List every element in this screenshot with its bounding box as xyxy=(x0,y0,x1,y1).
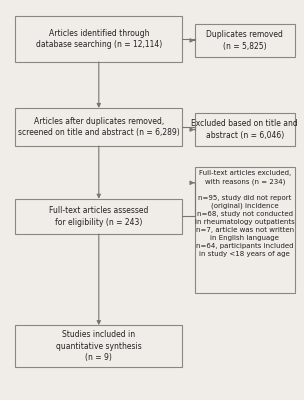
FancyBboxPatch shape xyxy=(195,24,295,57)
Text: Studies included in
quantitative synthesis
(n = 9): Studies included in quantitative synthes… xyxy=(56,330,142,362)
FancyBboxPatch shape xyxy=(195,167,295,293)
FancyBboxPatch shape xyxy=(15,108,182,146)
FancyBboxPatch shape xyxy=(15,199,182,234)
Text: Full-text articles assessed
for eligibility (n = 243): Full-text articles assessed for eligibil… xyxy=(49,206,148,227)
Text: Duplicates removed
(n = 5,825): Duplicates removed (n = 5,825) xyxy=(206,30,283,51)
FancyBboxPatch shape xyxy=(15,16,182,62)
Text: Articles after duplicates removed,
screened on title and abstract (n = 6,289): Articles after duplicates removed, scree… xyxy=(18,117,180,137)
FancyBboxPatch shape xyxy=(15,325,182,367)
Text: Full-text articles excluded,
with reasons (n = 234)

n=95, study did not report
: Full-text articles excluded, with reason… xyxy=(195,170,295,257)
Text: Excluded based on title and
abstract (n = 6,046): Excluded based on title and abstract (n … xyxy=(191,119,298,140)
FancyBboxPatch shape xyxy=(195,113,295,146)
Text: Articles identified through
database searching (n = 12,114): Articles identified through database sea… xyxy=(36,29,162,49)
